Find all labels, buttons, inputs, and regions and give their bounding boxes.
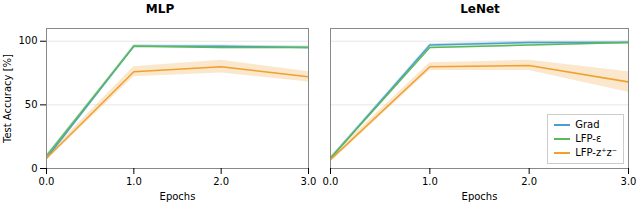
- html-text:Grad: Grad: [575, 119, 600, 130]
- html-text:LFP-z⁺z⁻: LFP-z⁺z⁻: [575, 147, 617, 158]
- svg-text:0.0: 0.0: [323, 176, 339, 187]
- svg-text:50: 50: [25, 99, 38, 110]
- svg-text:2.0: 2.0: [521, 176, 537, 187]
- svg-text:0.0: 0.0: [39, 176, 55, 187]
- svg-text:2.0: 2.0: [213, 176, 229, 187]
- html-text:MLP: MLP: [145, 2, 175, 16]
- svg-text:1.0: 1.0: [422, 176, 438, 187]
- svg-text:Epochs: Epochs: [462, 191, 498, 202]
- svg-text:100: 100: [18, 35, 37, 46]
- svg-text:3.0: 3.0: [621, 176, 637, 187]
- svg-text:Test Accuracy [%]: Test Accuracy [%]: [2, 54, 13, 144]
- svg-text:0: 0: [31, 163, 37, 174]
- svg-text:1.0: 1.0: [126, 176, 142, 187]
- svg-text:3.0: 3.0: [301, 176, 317, 187]
- svg-text:Epochs: Epochs: [160, 191, 196, 202]
- html-text:LeNet: LeNet: [460, 2, 500, 16]
- html-text:LFP-ε: LFP-ε: [575, 133, 602, 144]
